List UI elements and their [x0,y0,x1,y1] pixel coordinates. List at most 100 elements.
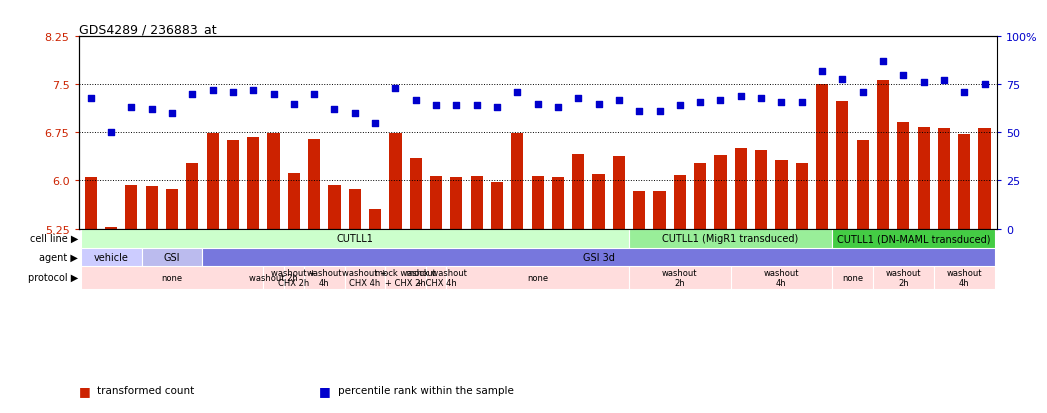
Point [976,82,993,88]
Point [733,93,750,100]
Bar [81,266,264,289]
Bar [593,175,605,229]
Point [286,101,303,108]
Bar [284,266,304,289]
Text: ■: ■ [319,384,331,397]
Bar [369,210,381,229]
Bar [165,189,178,229]
Bar [816,85,828,229]
Point [529,101,547,108]
Text: washout 2h: washout 2h [249,273,298,282]
Point [712,97,729,104]
Bar [934,266,995,289]
Bar [430,177,442,229]
Point [224,90,241,96]
Text: CUTLL1 (DN-MAML transduced): CUTLL1 (DN-MAML transduced) [837,234,990,244]
Bar [206,134,219,229]
Text: protocol ▶: protocol ▶ [28,273,79,282]
Text: none: none [161,273,182,282]
Point [163,111,180,117]
Text: mock washout
+ CHX 4h: mock washout + CHX 4h [405,268,467,287]
Bar [329,185,340,229]
Point [854,90,871,96]
Text: percentile rank within the sample: percentile rank within the sample [338,385,514,395]
Text: none: none [527,273,549,282]
Point [448,103,465,109]
Point [103,130,119,136]
Point [509,90,526,96]
Text: washout +
CHX 4h: washout + CHX 4h [342,268,387,287]
Bar [446,266,629,289]
Bar [832,229,995,248]
Text: washout
4h: washout 4h [946,268,982,287]
Bar [267,134,280,229]
Bar [308,140,320,229]
Bar [735,149,747,229]
Bar [873,266,934,289]
Text: agent ▶: agent ▶ [39,252,79,262]
Bar [796,164,808,229]
Point [895,72,912,79]
Point [489,105,506,112]
Bar [532,177,543,229]
Text: CUTLL1 (MigR1 transduced): CUTLL1 (MigR1 transduced) [663,234,799,244]
Bar [653,192,666,229]
Point [306,91,322,98]
Bar [202,248,995,266]
Point [143,107,160,113]
Point [692,99,709,106]
Point [631,109,648,115]
Text: mock washout
+ CHX 2h: mock washout + CHX 2h [375,268,436,287]
Point [245,88,262,94]
Point [671,103,688,109]
Bar [426,266,446,289]
Bar [81,248,141,266]
Point [753,95,770,102]
Point [570,95,586,102]
Point [347,111,363,117]
Bar [450,177,463,229]
Bar [146,186,158,229]
Text: none: none [842,273,863,282]
Point [387,85,404,92]
Bar [409,159,422,229]
Point [122,105,139,112]
Bar [186,163,198,229]
Bar [470,177,483,229]
Point [956,90,973,96]
Bar [385,266,426,289]
Point [915,80,932,86]
Bar [552,178,564,229]
Text: CUTLL1: CUTLL1 [336,234,373,244]
Text: vehicle: vehicle [93,252,129,262]
Bar [572,154,584,229]
Bar [673,176,686,229]
Text: washout
4h: washout 4h [763,268,799,287]
Bar [917,127,930,229]
Bar [837,102,848,229]
Point [184,91,201,98]
Bar [141,248,202,266]
Point [407,97,424,104]
Bar [227,141,239,229]
Point [326,107,342,113]
Point [794,99,810,106]
Text: GSI: GSI [163,252,180,262]
Bar [979,128,990,229]
Bar [389,134,402,229]
Bar [629,229,832,248]
Text: washout
2h: washout 2h [662,268,697,287]
Bar [288,173,299,229]
Bar [694,163,707,229]
Point [834,76,851,83]
Bar [714,155,727,229]
Point [204,88,221,94]
Point [773,99,789,106]
Text: transformed count: transformed count [97,385,195,395]
Bar [349,189,361,229]
Point [83,95,99,102]
Bar [755,151,767,229]
Point [591,101,607,108]
Point [610,97,627,104]
Point [936,78,953,85]
